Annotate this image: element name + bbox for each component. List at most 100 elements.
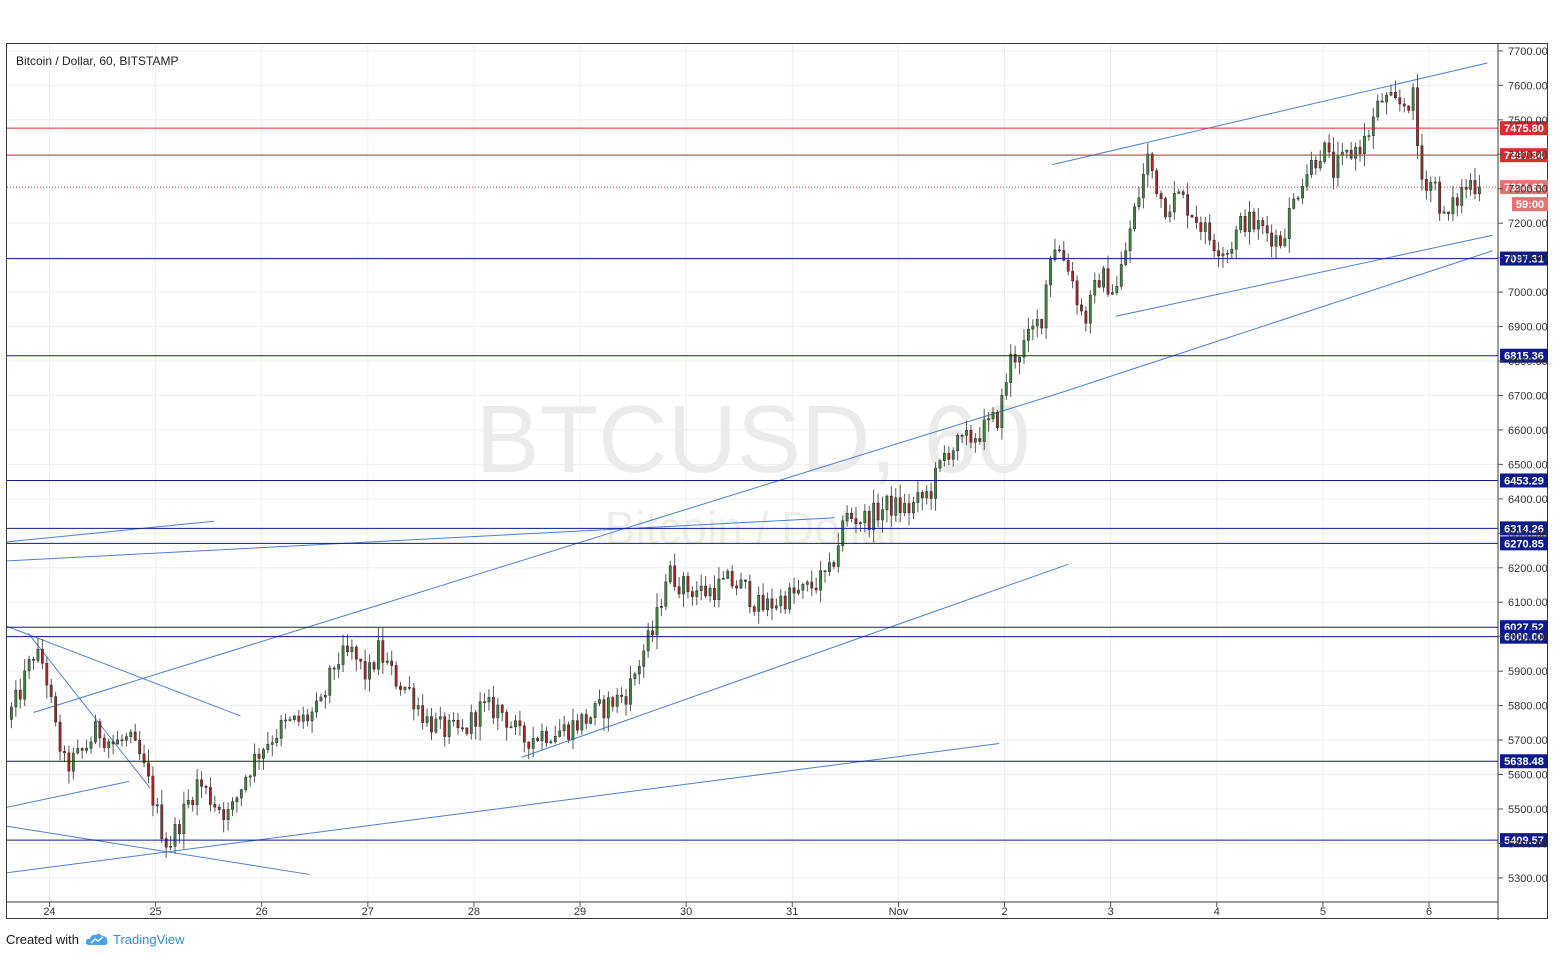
chart-canvas[interactable]: BTCUSD, 60 Bitcoin / Dollar 7475.807397.… <box>7 44 1549 920</box>
candle-body <box>200 779 203 787</box>
candle-body <box>553 736 557 743</box>
candle-body <box>522 725 526 743</box>
candle-body <box>1469 180 1472 190</box>
candle-body <box>942 452 946 461</box>
candle-body <box>1318 161 1322 169</box>
candle-body <box>1305 174 1309 187</box>
trend-line <box>1052 250 1493 396</box>
candle-body <box>98 721 102 739</box>
candle-body <box>208 787 212 805</box>
candle-body <box>567 724 570 740</box>
level-tag <box>1500 629 1548 644</box>
candle-body <box>27 658 31 672</box>
candle-body <box>1327 142 1331 153</box>
candle-body <box>310 711 314 722</box>
candle-body <box>191 799 195 806</box>
chart-frame: BTCUSD, 60 Bitcoin / Dollar 7475.80 7397.… <box>6 43 1549 920</box>
candle-body <box>1137 197 1141 208</box>
candle-body <box>682 576 685 595</box>
time-tick-label: 30 <box>680 906 692 918</box>
candle-body <box>1394 92 1397 99</box>
candle-body <box>951 450 955 460</box>
countdown-tag <box>1512 197 1548 212</box>
candle-body <box>1057 249 1061 252</box>
candle-body <box>1009 354 1013 383</box>
candle-body <box>1473 180 1477 195</box>
candle-body <box>1248 211 1251 232</box>
candle-body <box>1283 238 1287 246</box>
candle-body <box>562 724 566 732</box>
tradingview-brand[interactable]: TradingView <box>85 932 185 947</box>
candle-body <box>1044 284 1048 329</box>
candle-body <box>1398 97 1402 105</box>
level-tag <box>1500 473 1548 488</box>
candle-body <box>372 662 376 670</box>
candle-body <box>783 595 787 610</box>
level-label: 5409.57 <box>1504 835 1544 847</box>
candle-body <box>1199 222 1203 232</box>
candle-body <box>40 648 44 664</box>
candle-body <box>262 749 265 759</box>
candle-body <box>854 518 858 524</box>
candle-body <box>1332 151 1335 178</box>
time-tick-label: 25 <box>149 906 161 918</box>
candle-body <box>1336 155 1340 178</box>
price-tick-label: 6200.00 <box>1508 563 1548 575</box>
candle-body <box>1296 197 1300 200</box>
candle-body <box>611 697 615 707</box>
candle-body <box>615 694 619 707</box>
candle-body <box>1363 135 1366 154</box>
candle-body <box>138 739 142 755</box>
candle-body <box>1093 280 1097 296</box>
candle-body <box>629 678 632 705</box>
candle-body <box>620 694 624 697</box>
candle-body <box>841 520 845 547</box>
candle-body <box>111 741 115 745</box>
candle-body <box>1004 382 1008 396</box>
candle-body <box>863 511 867 523</box>
time-tick-label: 3 <box>1108 906 1114 918</box>
time-tick-label: 31 <box>786 906 798 918</box>
candle-body <box>1314 159 1318 169</box>
price-tick-label: 7400.00 <box>1508 149 1548 161</box>
price-tick-label: 6400.00 <box>1508 494 1548 506</box>
candle-body <box>642 650 646 667</box>
candle-body <box>434 718 438 733</box>
candle-body <box>1212 239 1216 251</box>
candle-body <box>438 716 442 720</box>
price-tick-label: 7100.00 <box>1508 253 1548 265</box>
level-tag <box>1500 754 1548 769</box>
candle-body <box>204 785 208 788</box>
trend-line <box>1115 234 1493 317</box>
candle-body <box>54 696 58 723</box>
price-tick-label: 7500.00 <box>1508 115 1548 127</box>
price-tick-label: 7700.00 <box>1508 46 1548 58</box>
candle-body <box>1203 222 1207 232</box>
candle-body <box>987 418 991 421</box>
candle-body <box>124 736 128 741</box>
candle-body <box>779 595 783 607</box>
candle-body <box>1155 170 1159 194</box>
candle-body <box>735 585 738 589</box>
candle-body <box>717 578 721 601</box>
candle-body <box>178 824 181 834</box>
time-tick-label: 6 <box>1426 906 1432 918</box>
candle-body <box>624 696 628 705</box>
candle-body <box>1402 103 1406 107</box>
candle-body <box>1128 228 1132 252</box>
candle-body <box>182 803 186 834</box>
candle-body <box>704 585 708 597</box>
current-price-tag <box>1500 180 1548 195</box>
candle-body <box>1345 149 1349 153</box>
level-label: 7475.80 <box>1504 123 1544 135</box>
watermark-symbol: BTCUSD, 60 <box>476 386 1031 493</box>
candle-body <box>85 747 89 751</box>
candle-body <box>63 751 66 754</box>
level-tag <box>1500 121 1548 136</box>
level-label: 6815.36 <box>1504 351 1544 363</box>
candle-body <box>461 727 464 730</box>
candle-body <box>1411 87 1415 111</box>
trend-line <box>27 632 151 789</box>
countdown-label: 59:00 <box>1516 199 1544 211</box>
candle-body <box>421 705 425 723</box>
